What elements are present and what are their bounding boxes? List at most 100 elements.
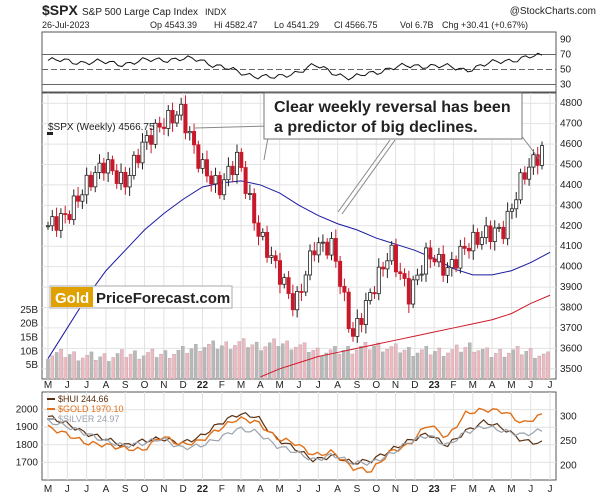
month-tick-label: 23: [429, 484, 441, 495]
comparison-right-tick: 250: [560, 436, 577, 447]
quote-change: Chg +30.41 (+0.67%): [442, 20, 528, 30]
candle-body: [402, 273, 407, 279]
candle-body: [346, 291, 351, 330]
volume-bar: [263, 346, 268, 380]
candle-body: [119, 171, 124, 184]
volume-bar: [50, 355, 55, 380]
volume-bar: [181, 346, 185, 380]
candle-body: [196, 144, 201, 169]
chart-symbol: $SPX: [42, 2, 78, 18]
volume-bar: [398, 352, 402, 380]
month-tick-label: A: [489, 484, 496, 495]
candle-body: [363, 300, 368, 325]
comparison-left-tick: 2000: [16, 405, 39, 416]
volume-bar: [76, 360, 81, 380]
price-panel: 3500 3600 3700 3800 3900 4000 4100 4200 4300 4400…: [20, 92, 583, 380]
month-tick-label: O: [372, 380, 380, 391]
month-tick-label: N: [392, 380, 399, 391]
candle-body: [136, 154, 141, 164]
volume-tick-label: 15B: [20, 332, 38, 343]
candle-body: [265, 231, 270, 258]
candle-body: [252, 193, 257, 224]
candle-body: [441, 253, 446, 276]
volume-bar: [198, 351, 202, 380]
candle-body: [213, 175, 218, 185]
volume-bar: [363, 342, 368, 380]
month-tick-label: F: [219, 380, 225, 391]
candle-body: [71, 195, 76, 221]
month-tick-label: J: [548, 484, 553, 495]
candle-body: [88, 174, 93, 188]
volume-bar: [254, 341, 259, 380]
volume-bar: [67, 354, 72, 380]
quote-date: 26-Jul-2023: [42, 20, 90, 30]
month-tick-label: M: [507, 380, 515, 391]
volume-bar: [541, 353, 546, 380]
candle-body: [183, 103, 188, 134]
volume-bar: [202, 347, 207, 380]
candle-body: [80, 194, 85, 202]
month-tick-label: J: [548, 380, 553, 391]
price-legend: $SPX (Weekly) 4566.75: [48, 122, 155, 133]
volume-bar: [107, 361, 111, 380]
candle-body: [84, 174, 89, 196]
volume-bar: [324, 352, 329, 380]
indicator-tick-label: 30: [560, 80, 572, 91]
indicator-panel: 90 70 50 30: [41, 31, 572, 93]
candle-body: [247, 193, 252, 195]
watermark: Gold PriceForecast.com: [49, 285, 233, 309]
candle-body: [192, 131, 197, 146]
volume-bar: [333, 346, 337, 380]
month-tick-label: N: [160, 380, 167, 391]
candle-body: [466, 247, 471, 252]
candle-body: [230, 165, 235, 175]
volume-bar: [54, 352, 59, 380]
volume-bar: [402, 349, 407, 380]
month-tick-label: D: [411, 484, 418, 495]
candle-body: [522, 172, 527, 180]
month-tick-label: A: [257, 380, 264, 391]
annotation-line-1: Clear weekly reversal has been: [274, 99, 511, 116]
month-tick-label: A: [257, 484, 264, 495]
candle-body: [312, 250, 317, 256]
volume-bar: [172, 354, 176, 380]
month-tick-label: S: [122, 484, 129, 495]
volume-tick-label: 25B: [20, 305, 38, 316]
candle-body: [484, 225, 489, 239]
volume-bar: [472, 351, 476, 380]
candle-body: [449, 259, 454, 269]
volume-bar: [320, 356, 324, 380]
indicator-tick-label: 70: [560, 50, 572, 61]
price-tick-label: 3900: [560, 282, 583, 293]
volume-bar: [128, 353, 133, 380]
quote-low: Lo 4541.29: [274, 20, 319, 30]
month-tick-label: J: [65, 484, 70, 495]
candle-body: [170, 109, 175, 124]
volume-bar: [211, 340, 215, 380]
volume-bar: [63, 357, 68, 380]
month-tick-label: A: [103, 484, 110, 495]
month-tick-label: D: [180, 484, 187, 495]
volume-bar: [411, 356, 415, 380]
volume-bar: [111, 357, 115, 380]
volume-bar: [415, 352, 420, 380]
candle-body: [419, 273, 424, 276]
volume-bar: [537, 355, 542, 380]
volume-bar: [372, 345, 376, 380]
candle-body: [415, 274, 420, 281]
legend-silver: $SILVER 24.97: [58, 414, 119, 424]
candle-body: [106, 159, 111, 174]
candle-body: [381, 266, 386, 270]
candle-body: [316, 242, 321, 256]
volume-bar: [233, 345, 237, 380]
volume-bar: [381, 351, 385, 380]
month-tick-label: J: [84, 484, 89, 495]
volume-bar: [367, 349, 372, 380]
candle-body: [140, 141, 145, 164]
volume-bar: [446, 352, 450, 380]
month-tick-label: M: [44, 484, 52, 495]
volume-bar: [341, 350, 346, 380]
volume-bar: [228, 349, 233, 380]
month-tick-label: A: [334, 484, 341, 495]
price-tick-label: 3800: [560, 303, 583, 314]
